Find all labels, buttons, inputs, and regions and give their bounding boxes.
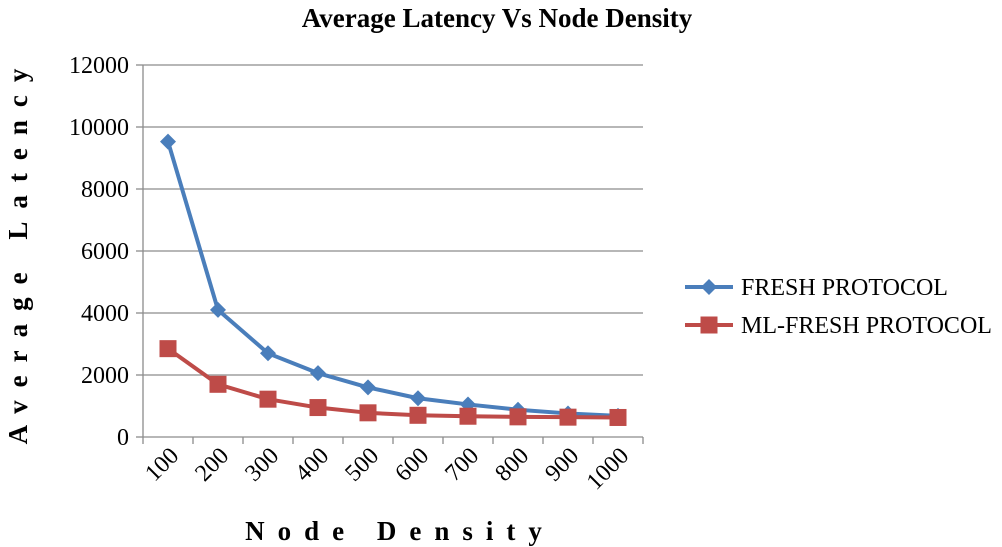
legend-item: FRESH PROTOCOL <box>685 275 948 301</box>
y-tick-labels: 0 2000 4000 6000 8000 10000 12000 <box>69 53 129 451</box>
gridlines <box>143 64 643 376</box>
series-line <box>166 347 619 420</box>
y-axis-title: Average Latency <box>3 56 33 445</box>
data-point <box>259 390 277 408</box>
y-tick-label: 6000 <box>81 239 129 265</box>
data-point <box>559 408 577 426</box>
data-point <box>310 365 326 382</box>
y-tick-label: 4000 <box>81 301 129 327</box>
data-point <box>409 406 427 424</box>
y-tick-label: 0 <box>117 425 129 451</box>
y-tick-label: 2000 <box>81 363 129 389</box>
data-point <box>359 404 377 422</box>
data-point <box>159 340 177 358</box>
series-2 <box>159 340 627 426</box>
y-tick-label: 8000 <box>81 177 129 203</box>
x-tick-label: 800 <box>490 443 534 487</box>
chart-title: Average Latency Vs Node Density <box>302 3 693 33</box>
data-point <box>209 375 227 393</box>
x-tick-label: 900 <box>540 443 584 487</box>
data-point <box>360 379 376 396</box>
x-tick-label: 600 <box>390 443 434 487</box>
data-point <box>609 408 627 426</box>
x-tick-label: 400 <box>290 443 334 487</box>
legend-item: ML-FRESH PROTOCOL <box>685 313 992 339</box>
x-tick-label: 100 <box>140 443 184 487</box>
legend-label: ML-FRESH PROTOCOL <box>741 313 992 339</box>
x-tick-label: 300 <box>240 443 284 487</box>
x-tick-label: 1000 <box>582 443 634 495</box>
y-tick-label: 10000 <box>69 115 129 141</box>
data-point <box>410 390 426 407</box>
x-tick-label: 700 <box>440 443 484 487</box>
legend-label: FRESH PROTOCOL <box>741 275 948 301</box>
y-tick-label: 12000 <box>69 53 129 79</box>
data-point <box>509 408 527 426</box>
series <box>159 133 627 426</box>
x-tick-label: 500 <box>340 443 384 487</box>
data-point <box>260 345 276 362</box>
data-point <box>210 301 226 318</box>
axes <box>136 64 644 444</box>
series-1 <box>160 133 626 424</box>
data-point <box>459 407 477 425</box>
legend-marker <box>701 279 717 295</box>
legend-marker <box>700 316 718 334</box>
x-tick-label: 200 <box>190 443 234 487</box>
x-axis-title: Node Density <box>245 516 555 546</box>
data-point <box>160 133 176 150</box>
data-point <box>309 399 327 417</box>
legend: FRESH PROTOCOL ML-FRESH PROTOCOL <box>685 275 992 339</box>
series-line <box>166 141 619 418</box>
